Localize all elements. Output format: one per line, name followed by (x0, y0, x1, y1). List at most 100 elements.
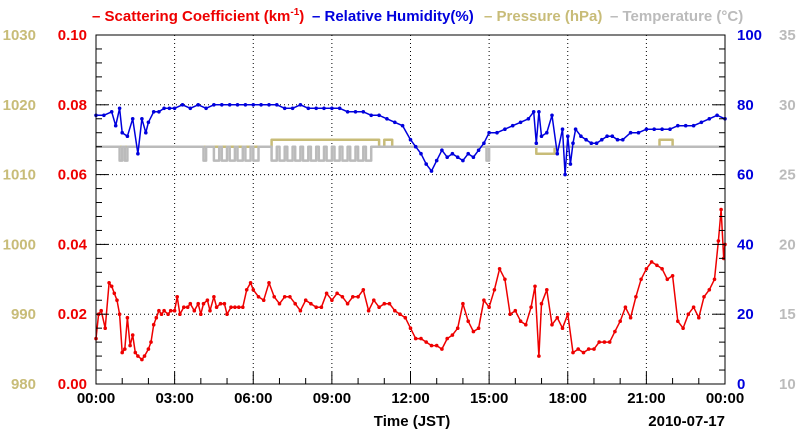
data-point-scattering-coefficient (586, 347, 591, 351)
y-tick-label-humidity: 0 (737, 376, 745, 393)
data-point-scattering-coefficient (492, 288, 497, 292)
data-point-relative-humidity (330, 106, 334, 111)
data-point-relative-humidity (117, 106, 122, 111)
data-point-relative-humidity (306, 106, 311, 111)
data-point-scattering-coefficient (199, 312, 203, 317)
data-point-scattering-coefficient (340, 295, 345, 299)
data-point-relative-humidity (220, 103, 224, 107)
data-point-relative-humidity (120, 130, 124, 135)
data-point-relative-humidity (180, 103, 185, 107)
data-point-scattering-coefficient (537, 354, 541, 358)
data-point-relative-humidity (136, 151, 140, 156)
data-point-relative-humidity (461, 158, 465, 163)
data-point-relative-humidity (545, 130, 549, 135)
data-point-scattering-coefficient (288, 295, 292, 299)
data-point-scattering-coefficient (319, 305, 324, 310)
data-point-relative-humidity (337, 106, 342, 111)
data-point-scattering-coefficient (539, 301, 544, 306)
y-tick-label-scattering: 0.04 (58, 236, 88, 253)
y-tick-label-temperature: 20 (779, 236, 796, 253)
data-point-scattering-coefficient (356, 295, 360, 299)
data-point-relative-humidity (594, 141, 599, 145)
data-point-scattering-coefficient (201, 301, 206, 306)
data-point-scattering-coefficient (117, 312, 122, 317)
series-layer (94, 103, 727, 362)
x-tick-label: 12:00 (391, 390, 429, 407)
data-point-relative-humidity (196, 103, 200, 107)
data-point-scattering-coefficient (487, 305, 491, 310)
data-point-relative-humidity (615, 137, 620, 142)
data-point-relative-humidity (510, 123, 515, 128)
data-point-relative-humidity (243, 103, 248, 107)
data-point-scattering-coefficient (140, 357, 144, 362)
data-point-relative-humidity (605, 134, 609, 138)
data-point-relative-humidity (683, 123, 688, 128)
data-point-scattering-coefficient (192, 308, 197, 313)
data-point-relative-humidity (113, 123, 118, 128)
legend: – Scattering Coefficient (km-1) – Relati… (92, 7, 743, 25)
data-point-relative-humidity (636, 130, 641, 135)
y-tick-label-scattering: 0.06 (58, 167, 87, 184)
data-point-relative-humidity (573, 127, 578, 131)
data-point-relative-humidity (290, 106, 295, 111)
data-point-scattering-coefficient (403, 315, 408, 320)
data-point-relative-humidity (162, 106, 166, 111)
data-point-relative-humidity (445, 155, 450, 159)
data-point-scattering-coefficient (214, 305, 219, 310)
data-point-relative-humidity (125, 134, 130, 138)
data-point-scattering-coefficient (719, 207, 723, 212)
data-point-scattering-coefficient (387, 301, 392, 306)
data-point-scattering-coefficient (455, 326, 460, 331)
data-point-scattering-coefficient (508, 312, 512, 317)
data-point-scattering-coefficient (233, 305, 237, 310)
data-point-scattering-coefficient (99, 308, 103, 313)
data-point-relative-humidity (227, 103, 232, 107)
data-point-scattering-coefficient (212, 295, 216, 299)
data-point-scattering-coefficient (518, 319, 523, 324)
data-point-scattering-coefficient (560, 326, 565, 331)
data-point-relative-humidity (471, 155, 476, 159)
data-point-scattering-coefficient (112, 291, 117, 296)
data-point-scattering-coefficient (524, 322, 528, 327)
data-point-relative-humidity (691, 123, 696, 128)
data-point-scattering-coefficient (466, 319, 471, 324)
data-point-scattering-coefficient (229, 305, 233, 310)
legend-temperature: – Temperature (°C) (610, 8, 743, 25)
data-point-scattering-coefficient (602, 340, 607, 344)
gridlines (96, 35, 725, 384)
data-point-relative-humidity (151, 110, 156, 114)
y-tick-label-humidity: 20 (737, 306, 754, 323)
data-point-scattering-coefficient (413, 336, 418, 341)
data-point-relative-humidity (429, 169, 434, 173)
data-point-scattering-coefficient (649, 260, 654, 264)
data-point-scattering-coefficient (398, 312, 402, 317)
data-point-scattering-coefficient (377, 305, 381, 310)
data-point-scattering-coefficient (175, 295, 179, 299)
data-point-scattering-coefficient (445, 336, 450, 341)
data-point-scattering-coefficient (716, 239, 721, 243)
data-point-scattering-coefficient (555, 315, 560, 320)
data-point-scattering-coefficient (571, 350, 575, 355)
data-point-relative-humidity (568, 162, 573, 166)
data-point-scattering-coefficient (665, 277, 670, 282)
data-point-relative-humidity (555, 151, 560, 156)
data-point-scattering-coefficient (576, 347, 580, 351)
data-point-scattering-coefficient (345, 301, 350, 306)
x-tick-label: 18:00 (549, 390, 587, 407)
data-point-relative-humidity (434, 158, 439, 163)
data-point-relative-humidity (130, 117, 135, 121)
y-tick-label-temperature: 25 (779, 167, 796, 184)
data-point-scattering-coefficient (434, 343, 439, 348)
data-point-scattering-coefficient (361, 288, 366, 292)
x-tick-label: 00:00 (706, 390, 744, 407)
data-point-scattering-coefficient (107, 281, 111, 285)
data-point-scattering-coefficient (655, 263, 659, 268)
y-tick-label-temperature: 15 (779, 306, 796, 323)
data-point-scattering-coefficient (128, 343, 132, 348)
data-point-relative-humidity (566, 134, 570, 138)
axes-layer: 00:00 03:00 06:00 09:00 12:00 15:00 18:00 21:00… (3, 27, 796, 407)
series-line-scattering-coefficient (95, 208, 726, 361)
data-point-scattering-coefficient (707, 288, 712, 292)
data-point-relative-humidity (707, 117, 712, 121)
